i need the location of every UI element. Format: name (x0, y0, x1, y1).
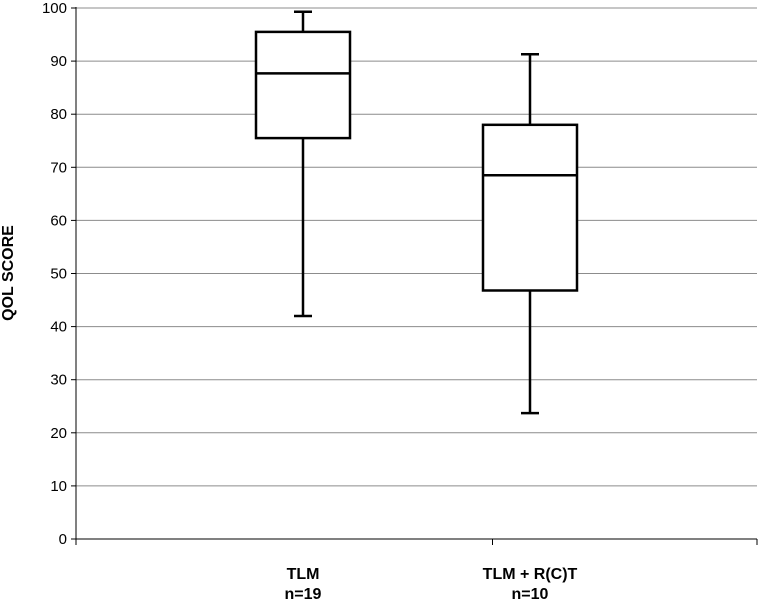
category-count-1: n=19 (285, 586, 322, 603)
category-label-2: TLM + R(C)T (483, 566, 578, 583)
y-tick-label-70: 70 (50, 159, 67, 176)
iqr-box (254, 30, 352, 140)
iqr-box (481, 123, 579, 292)
y-tick-label-0: 0 (59, 531, 67, 548)
y-tick-label-20: 20 (50, 425, 67, 442)
y-tick-label-90: 90 (50, 53, 67, 70)
category-label-1: TLM (287, 566, 320, 583)
gridlines (76, 7, 757, 487)
boxes (254, 10, 579, 415)
y-tick-label-60: 60 (50, 212, 67, 229)
y-tick-label-10: 10 (50, 478, 67, 495)
y-tick-label-80: 80 (50, 106, 67, 123)
box-1 (254, 10, 352, 318)
box-2 (481, 52, 579, 415)
y-tick-label-40: 40 (50, 319, 67, 336)
y-tick-label-50: 50 (50, 266, 67, 283)
category-count-2: n=10 (512, 586, 549, 603)
y-tick-label-100: 100 (42, 0, 67, 17)
y-tick-labels: 0 10 20 30 40 50 60 70 80 90 100 (42, 0, 76, 548)
axes (75, 7, 758, 545)
y-tick-label-30: 30 (50, 372, 67, 389)
y-axis-title: QOL SCORE (0, 225, 17, 321)
x-category-labels: TLM n=19 TLM + R(C)T n=10 (285, 566, 578, 603)
